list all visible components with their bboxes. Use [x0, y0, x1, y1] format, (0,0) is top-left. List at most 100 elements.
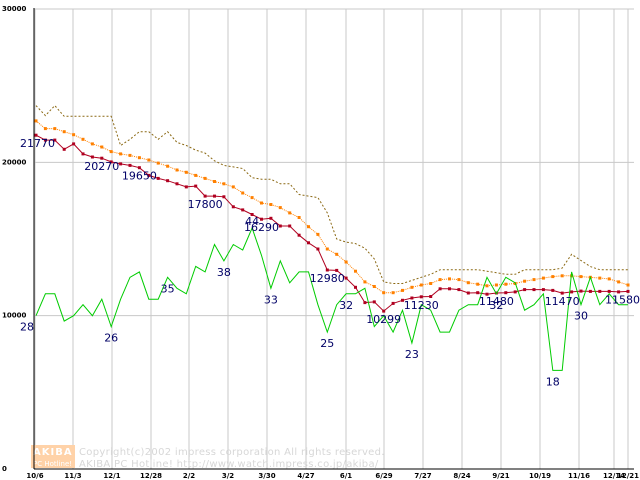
series-point — [354, 269, 357, 273]
x-tick-label: 6/1 — [340, 472, 352, 480]
series-point — [241, 191, 245, 195]
series-point — [250, 213, 254, 216]
series-point — [457, 288, 461, 292]
series-point — [137, 156, 141, 160]
series-point — [81, 152, 85, 156]
series-point — [607, 289, 611, 293]
series-point — [570, 290, 574, 294]
data-label: 18 — [546, 375, 560, 388]
series-point — [598, 289, 602, 293]
series-point — [438, 278, 442, 282]
data-label: 16290 — [244, 221, 279, 234]
series-point — [523, 279, 527, 283]
series-point — [617, 280, 621, 284]
series-point — [607, 277, 611, 281]
series-point — [307, 225, 310, 229]
data-label: 33 — [264, 293, 278, 306]
series-point — [43, 127, 47, 131]
series-point — [579, 275, 583, 279]
series-point — [494, 283, 498, 287]
series-point — [128, 163, 132, 167]
data-label: 25 — [320, 337, 334, 350]
series-point — [72, 142, 76, 146]
x-tick-label: 12/1 — [103, 472, 120, 480]
series-point — [588, 289, 592, 293]
series-point — [344, 260, 348, 264]
series-point — [194, 184, 198, 188]
data-label: 12980 — [310, 272, 345, 285]
series-point — [466, 291, 470, 295]
x-axis-ticks: 10/6 11/3 12/1 12/28 2/2 3/2 3/30 4/27 6/1 6/29 7/… — [26, 472, 639, 480]
series-point — [476, 291, 480, 295]
x-tick-label: 3/30 — [258, 472, 275, 480]
series-line-shop-count — [35, 226, 628, 371]
series-point — [335, 268, 339, 272]
series-point — [551, 288, 555, 292]
x-tick-label: 12/21 — [617, 472, 639, 480]
series-point — [401, 298, 404, 302]
data-label: 11480 — [479, 295, 514, 308]
series-point — [203, 176, 207, 180]
series-point — [354, 285, 357, 289]
y-axis-ticks: 0 10000 20000 30000 — [2, 5, 26, 473]
series-point — [560, 274, 564, 278]
series-point — [457, 278, 461, 282]
series-point — [166, 164, 170, 168]
copyright-text: Copyright(c)2002 impress corporation All… — [79, 447, 385, 458]
series-point — [203, 194, 207, 198]
series-point — [579, 289, 583, 293]
data-label: 23 — [405, 348, 419, 361]
x-tick-label: 8/24 — [453, 472, 470, 480]
series-point — [260, 201, 263, 205]
series-low-price — [34, 133, 630, 313]
series-point — [53, 138, 57, 142]
series-point — [532, 278, 536, 282]
series-point — [34, 119, 38, 123]
series-point — [62, 147, 66, 151]
data-label: 26 — [104, 332, 118, 345]
series-line-low-price — [35, 134, 629, 312]
series-point — [448, 287, 451, 291]
series-point — [626, 289, 630, 293]
series-point — [43, 138, 47, 142]
data-label: 30 — [574, 310, 588, 323]
series-point — [260, 217, 263, 221]
x-tick-label: 9/21 — [492, 472, 509, 480]
series-point — [53, 127, 57, 131]
series-point — [419, 283, 423, 287]
series-point — [485, 284, 489, 288]
series-point — [241, 208, 245, 212]
data-label: 10299 — [366, 313, 401, 326]
logo-bottom-box — [31, 457, 75, 468]
series-point — [109, 160, 113, 164]
logo-top-text: AKIBA — [33, 447, 73, 458]
series-point — [363, 301, 367, 305]
series-point — [147, 173, 151, 177]
series-point — [269, 203, 273, 206]
y-tick-label: 0 — [2, 465, 7, 473]
series-high-price — [35, 104, 628, 284]
series-point — [560, 291, 564, 295]
series-point — [541, 276, 545, 280]
series-point — [551, 275, 555, 279]
data-label: 28 — [20, 321, 34, 334]
series-point — [175, 168, 179, 172]
data-label: 21770 — [20, 137, 55, 150]
series-point — [485, 292, 489, 296]
series-point — [297, 233, 301, 237]
x-tick-label: 11/16 — [568, 472, 590, 480]
series-point — [617, 290, 621, 294]
series-point — [194, 173, 198, 177]
data-label: 19650 — [122, 170, 157, 183]
series-point — [448, 277, 451, 281]
series-point — [391, 291, 395, 295]
gridlines — [34, 8, 634, 469]
watermark: AKIBA PC Hotline! Copyright(c)2002 impre… — [31, 445, 385, 470]
series-point — [316, 232, 320, 236]
series-point — [231, 205, 235, 209]
y-tick-label: 30000 — [2, 5, 26, 13]
series-point — [156, 161, 160, 165]
series-point — [231, 185, 235, 189]
